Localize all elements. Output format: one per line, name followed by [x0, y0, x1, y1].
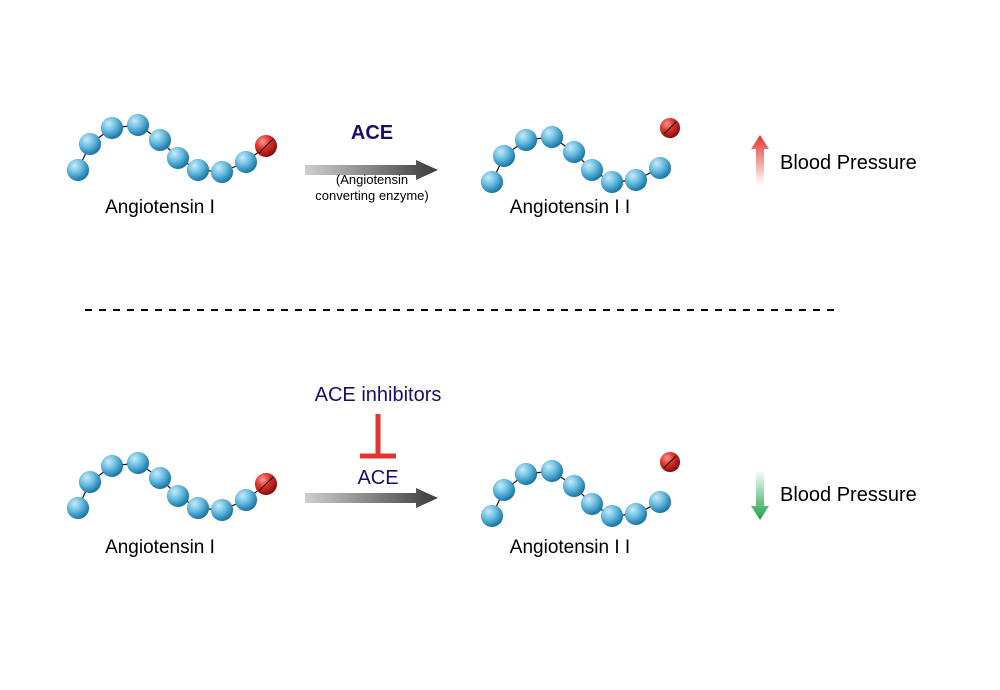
bead	[79, 471, 101, 493]
bond	[612, 180, 636, 182]
bead	[235, 489, 257, 511]
ace-label-b: ACE	[357, 467, 398, 490]
ace-label: ACE	[351, 122, 393, 145]
bond	[526, 137, 552, 140]
bead	[625, 169, 647, 191]
bead	[101, 117, 123, 139]
bead	[493, 479, 515, 501]
bead	[649, 157, 671, 179]
bead	[101, 455, 123, 477]
bond	[636, 168, 660, 180]
bead	[149, 129, 171, 151]
bond	[138, 125, 160, 140]
bond	[504, 140, 526, 156]
angiotensin-ii-label-b: Angiotensin I I	[510, 537, 630, 559]
bead	[515, 463, 537, 485]
bond	[90, 466, 112, 482]
bead-tick	[664, 456, 676, 468]
bead	[625, 503, 647, 525]
bond	[160, 140, 178, 158]
bead	[515, 129, 537, 151]
bond	[178, 158, 198, 170]
bond	[178, 496, 198, 508]
bead	[493, 145, 515, 167]
angiotensin-i-bottom	[67, 452, 277, 521]
angiotensin-i-label-b: Angiotensin I	[105, 537, 215, 559]
bead	[167, 485, 189, 507]
bead	[127, 452, 149, 474]
bond	[246, 146, 266, 162]
bead	[255, 473, 277, 495]
bp-label-top: Blood Pressure	[780, 152, 917, 175]
bond	[574, 152, 592, 170]
bead-tick	[664, 122, 676, 134]
bond	[492, 156, 504, 182]
bond	[612, 514, 636, 516]
bond	[160, 478, 178, 496]
bead	[255, 135, 277, 157]
ace-sub2: converting enzyme)	[315, 188, 428, 203]
angiotensin-ii-top	[481, 118, 680, 193]
bead	[127, 114, 149, 136]
bond	[198, 170, 222, 172]
bead	[481, 505, 503, 527]
bead	[541, 126, 563, 148]
bond	[112, 463, 138, 466]
bead	[601, 505, 623, 527]
ace-sub1: (Angiotensin	[336, 172, 408, 187]
bp-up-arrow	[751, 135, 769, 185]
bond	[78, 482, 90, 508]
bond	[222, 500, 246, 510]
bond	[592, 170, 612, 182]
bond	[222, 162, 246, 172]
bead	[581, 493, 603, 515]
bead	[67, 497, 89, 519]
bond	[552, 471, 574, 486]
bond	[246, 484, 266, 500]
bead	[235, 151, 257, 173]
bp-down-arrow	[751, 470, 769, 520]
bp-label-bottom: Blood Pressure	[780, 484, 917, 507]
bead	[211, 161, 233, 183]
bond	[112, 125, 138, 128]
bead-tick	[259, 139, 273, 153]
reaction-arrow-bottom	[305, 488, 438, 508]
bead	[563, 475, 585, 497]
bead	[541, 460, 563, 482]
bead	[581, 159, 603, 181]
ace-inhibitors-label: ACE inhibitors	[315, 384, 442, 407]
bead	[67, 159, 89, 181]
angiotensin-ii-bottom	[481, 452, 680, 527]
bead-tick	[259, 477, 273, 491]
bead	[149, 467, 171, 489]
bond	[78, 144, 90, 170]
bond	[574, 486, 592, 504]
bond	[198, 508, 222, 510]
bead	[481, 171, 503, 193]
bead	[187, 159, 209, 181]
detached-bead	[660, 118, 680, 138]
angiotensin-i-label: Angiotensin I	[105, 197, 215, 219]
bead	[167, 147, 189, 169]
angiotensin-i-top	[67, 114, 277, 183]
bond	[636, 502, 660, 514]
bead	[649, 491, 671, 513]
bead	[79, 133, 101, 155]
bond	[138, 463, 160, 478]
bead	[601, 171, 623, 193]
bond	[552, 137, 574, 152]
bond	[492, 490, 504, 516]
bead	[211, 499, 233, 521]
bond	[592, 504, 612, 516]
bond	[526, 471, 552, 474]
bond	[90, 128, 112, 144]
bond	[504, 474, 526, 490]
bead	[563, 141, 585, 163]
angiotensin-ii-label: Angiotensin I I	[510, 197, 630, 219]
detached-bead	[660, 452, 680, 472]
bead	[187, 497, 209, 519]
